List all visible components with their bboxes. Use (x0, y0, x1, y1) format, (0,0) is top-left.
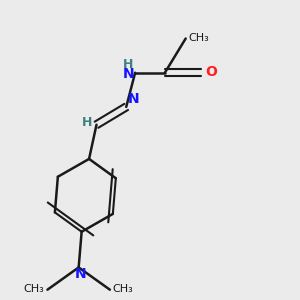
Text: N: N (74, 266, 86, 280)
Text: O: O (205, 65, 217, 79)
Text: CH₃: CH₃ (113, 284, 134, 294)
Text: CH₃: CH₃ (24, 284, 44, 294)
Text: H: H (82, 116, 92, 129)
Text: N: N (123, 67, 134, 81)
Text: N: N (128, 92, 139, 106)
Text: H: H (122, 58, 133, 71)
Text: CH₃: CH₃ (189, 33, 209, 43)
